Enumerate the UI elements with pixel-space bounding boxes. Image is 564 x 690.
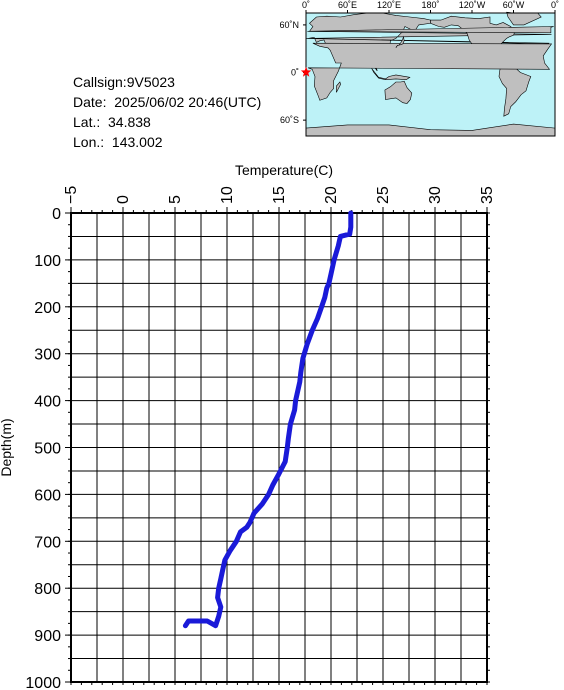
- map-land: [307, 42, 553, 101]
- map-land: [395, 35, 405, 49]
- y-tick-label: 500: [34, 441, 61, 458]
- plot-area: −5 0 5 10 15 20 25 30 35010020030040050060070080…: [0, 162, 496, 690]
- x-tick-label: 25: [375, 186, 392, 204]
- y-tick-label: 900: [34, 628, 61, 645]
- plot-frame: [70, 212, 488, 683]
- map-lat-label: 60˚N: [279, 20, 299, 30]
- lon-text: Lon.: 143.002: [73, 134, 163, 150]
- temperature-profile-line: [182, 210, 354, 629]
- y-tick-label: 800: [34, 581, 61, 598]
- y-tick-label: 100: [34, 253, 61, 270]
- y-tick-label: 1000: [25, 675, 61, 690]
- y-tick-label: 700: [34, 534, 61, 551]
- x-tick-label: 5: [167, 195, 184, 204]
- y-tick-label: 0: [52, 206, 61, 223]
- map-lon-label: 180˚: [421, 0, 439, 10]
- date-text: Date: 2025/06/02 20:46(UTC): [73, 94, 262, 110]
- map-lon-label: 0˚: [302, 0, 310, 10]
- map-lat-label: 60˚S: [280, 115, 299, 125]
- x-tick-label: 15: [271, 186, 288, 204]
- map-land: [498, 62, 532, 117]
- x-tick-label: 30: [427, 186, 444, 204]
- y-tick-label: 400: [34, 394, 61, 411]
- y-tick-label: 300: [34, 347, 61, 364]
- world-map: 0˚ 60˚E 120˚E 180˚ 120˚W 60˚W 0˚60˚N0˚60˚S: [279, 0, 559, 137]
- map-land: [371, 68, 411, 81]
- map-land: [336, 81, 341, 93]
- map-lon-label: 0˚: [551, 0, 559, 10]
- x-tick-label: 0: [115, 195, 132, 204]
- x-axis-title: Temperature(C): [235, 162, 333, 178]
- map-lon-label: 120˚E: [377, 0, 401, 10]
- lat-text: Lat.: 34.838: [73, 114, 151, 130]
- map-land: [307, 26, 554, 34]
- map-lon-label: 120˚W: [459, 0, 486, 10]
- x-tick-label: −5: [63, 186, 80, 204]
- map-land: [384, 80, 413, 104]
- callsign-text: Callsign:9V5023: [73, 74, 175, 90]
- x-tick-label: 20: [323, 186, 340, 204]
- map-lon-label: 60˚W: [503, 0, 525, 10]
- red-star-icon: [300, 66, 312, 77]
- y-axis-title: Depth(m): [0, 418, 14, 476]
- map-lon-label: 60˚E: [338, 0, 357, 10]
- map-lat-label: 0˚: [291, 68, 299, 78]
- x-tick-label: 10: [219, 186, 236, 204]
- x-tick-label: 35: [479, 186, 496, 204]
- y-tick-label: 600: [34, 487, 61, 504]
- y-tick-label: 200: [34, 300, 61, 317]
